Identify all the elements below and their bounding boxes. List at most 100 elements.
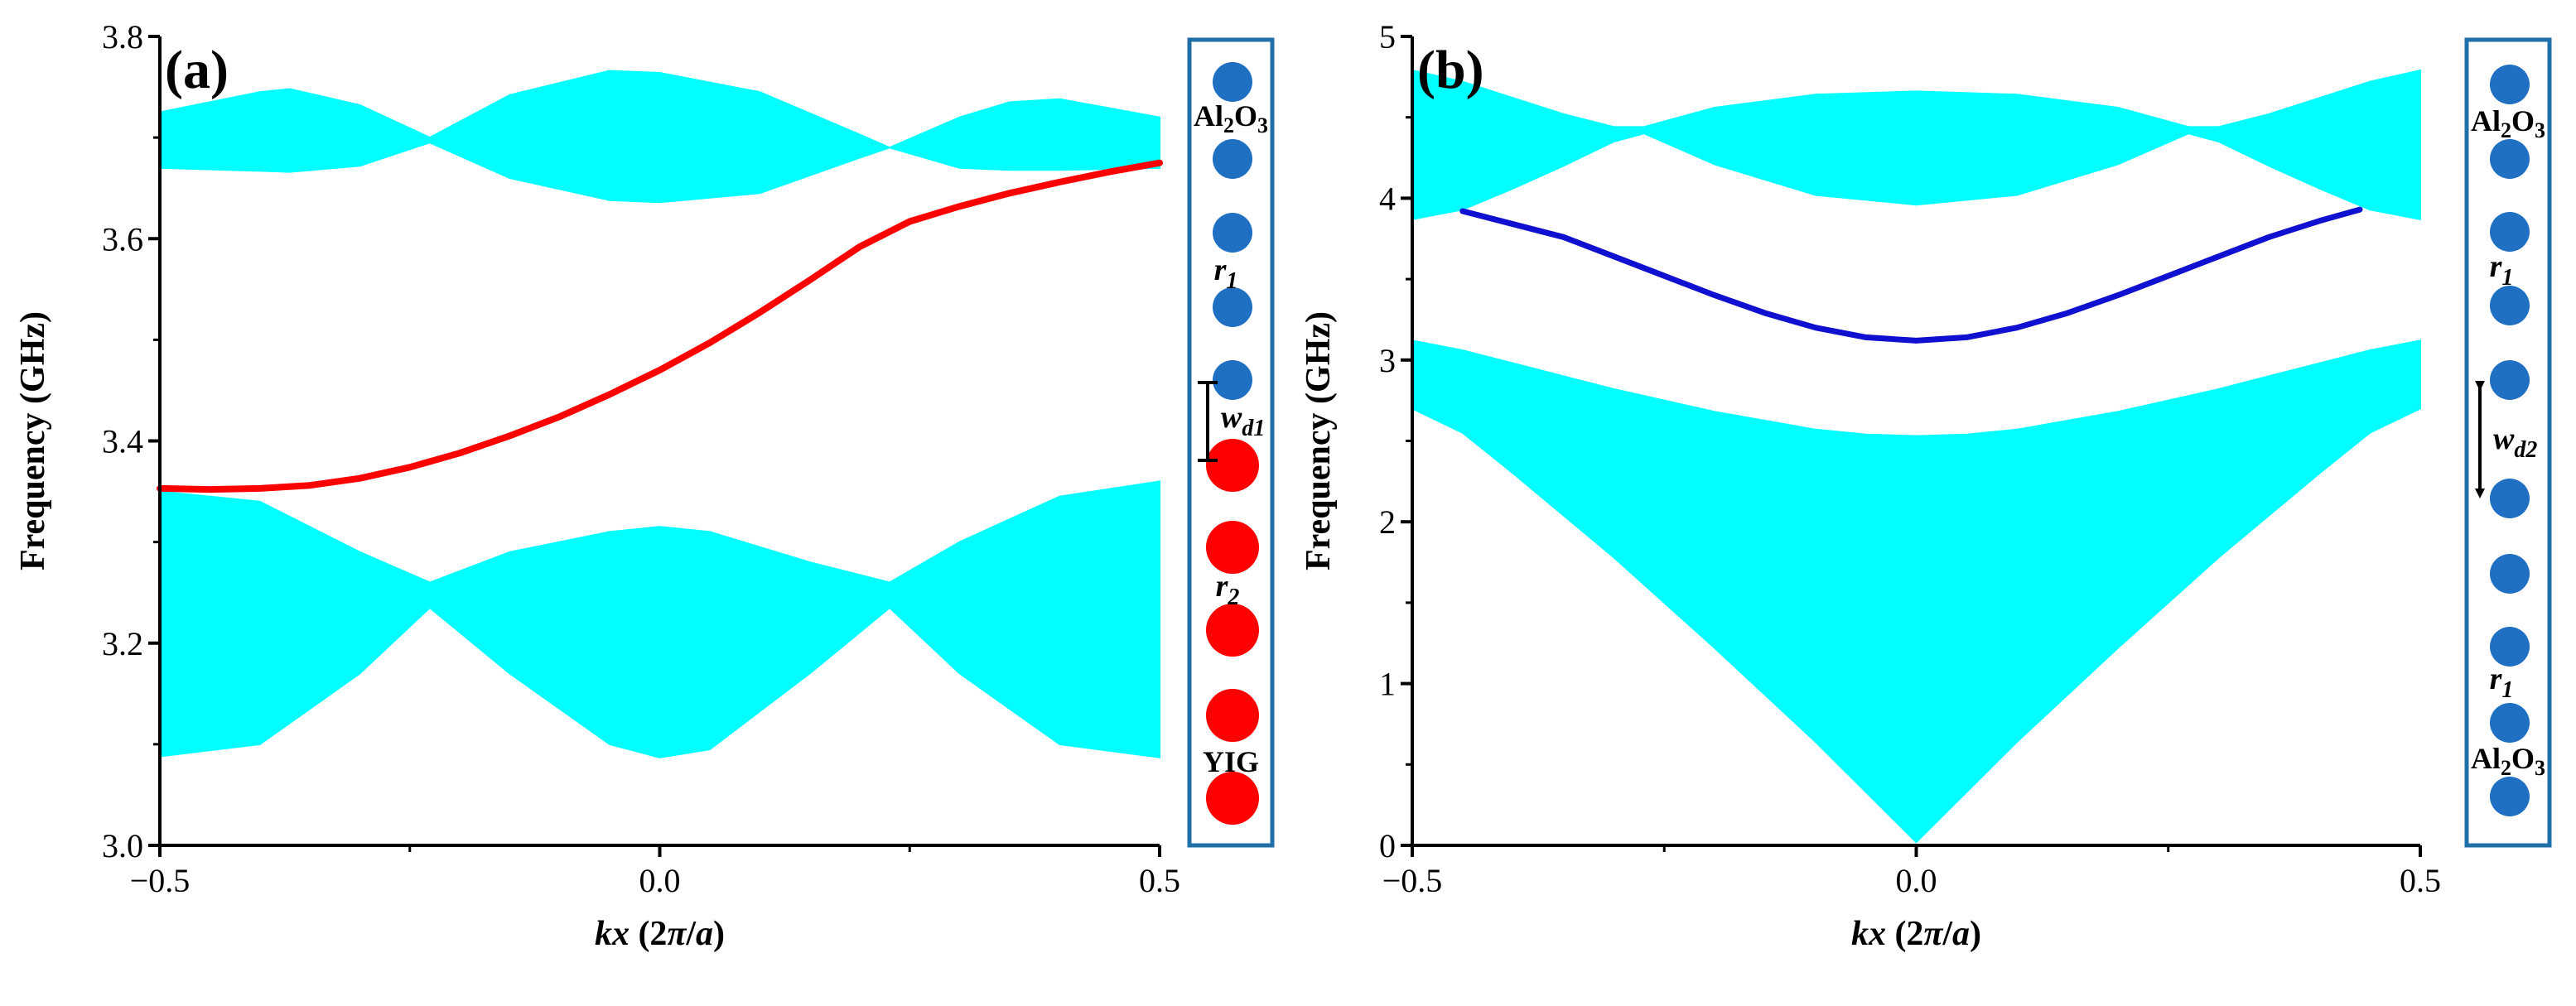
b-y-tick-label: 5 [1379, 18, 1396, 55]
inset-a-rod-yig [1206, 439, 1259, 492]
panel-b-bulk-bands [1411, 69, 2421, 844]
a-edge-state-line [157, 159, 1163, 493]
inset-a-r2-main: r [1216, 569, 1229, 604]
b-y-tick-label: 3 [1379, 342, 1396, 379]
a-x-tick-label: −0.5 [130, 862, 191, 899]
inset-a-w-label: wd1 [1221, 400, 1265, 441]
inset-b-material-top: Al2O3 [2471, 104, 2545, 142]
inset-a-rods [1206, 62, 1259, 825]
b-x-tick-label: 0.5 [2400, 862, 2441, 899]
panel-b-axes: −0.5 0.0 0.5 0 1 2 3 4 5 [1379, 18, 2441, 899]
a-band-lower [159, 480, 1160, 758]
inset-b-o2: O [2511, 742, 2535, 775]
inset-b-r1b-sub: 1 [2501, 677, 2513, 703]
b-edge-state-line [1459, 206, 2363, 344]
inset-b-rod-air [2490, 703, 2530, 743]
inset-a-rod-yig [1206, 772, 1259, 825]
inset-a-material-bottom: YIG [1203, 745, 1259, 778]
b-y-tick-label: 2 [1379, 503, 1396, 541]
inset-b-w-main: w [2493, 421, 2515, 456]
inset-b-r1-sub: 1 [2501, 265, 2513, 291]
x-label-mid: (2 [630, 915, 668, 953]
x-label-var: kx [1851, 915, 1886, 953]
x-label-pi: π [1923, 915, 1943, 953]
inset-b-o: O [2511, 104, 2535, 137]
b-x-tick-label: −0.5 [1382, 862, 1443, 899]
inset-b-rod-air [2490, 360, 2530, 400]
inset-a-r1-main: r [1214, 253, 1228, 287]
b-x-tick-label: 0.0 [1896, 862, 1937, 899]
inset-b-r1b-label: r1 [2490, 662, 2514, 703]
inset-a-rod-yig [1206, 604, 1259, 657]
panel-a-y-axis-label: Frequency (GHz) [14, 311, 52, 570]
panel-a-bulk-bands [159, 70, 1160, 758]
inset-b-rod-air [2490, 212, 2530, 252]
b-band-upper [1411, 69, 2421, 221]
panel-a-x-axis-label: kx (2π/a) [595, 915, 725, 953]
a-band-upper [159, 70, 1160, 204]
inset-b-rod-air [2490, 777, 2530, 816]
x-label-pi: π [667, 915, 687, 953]
inset-b-w-label: wd2 [2493, 421, 2537, 463]
a-y-tick-label: 3.0 [102, 827, 143, 864]
a-y-tick-label: 3.2 [102, 625, 143, 662]
inset-a-r1-label: r1 [1214, 253, 1238, 294]
a-y-tick-label: 3.6 [102, 220, 143, 258]
inset-b-rods [2490, 65, 2530, 816]
inset-a-al-sub: 2 [1223, 113, 1234, 137]
panel-b-edge-states [1459, 206, 2363, 344]
panel-a-axes: −0.5 0.0 0.5 3.0 3.2 3.4 3.6 3.8 [102, 18, 1180, 899]
inset-b-o-sub: 3 [2535, 118, 2545, 142]
inset-b-rod-air [2490, 627, 2530, 667]
inset-a-r2-label: r2 [1216, 569, 1240, 610]
inset-a-w-main: w [1221, 400, 1242, 435]
inset-b-r1-label: r1 [2490, 249, 2514, 291]
inset-a-w-sub: d1 [1242, 416, 1265, 441]
panel-a-edge-states [157, 159, 1163, 493]
inset-b-rod-air [2490, 65, 2530, 104]
inset-a-rod-air [1213, 360, 1252, 400]
a-x-tick-label: 0.0 [639, 862, 681, 899]
inset-a-r1-sub: 1 [1226, 268, 1237, 294]
a-y-tick-label: 3.8 [102, 18, 143, 55]
x-label-slash: / [1942, 915, 1953, 953]
x-label-var: kx [595, 915, 630, 953]
inset-a-o: O [1234, 99, 1257, 132]
inset-a-rod-air [1213, 213, 1252, 253]
inset-a-rod-air [1213, 287, 1252, 327]
inset-a-rod-yig [1206, 689, 1259, 742]
inset-b-al2-sub: 2 [2501, 756, 2511, 780]
inset-b-al-sub: 2 [2501, 118, 2511, 142]
panel-b-x-axis-label: kx (2π/a) [1851, 915, 1981, 953]
x-label-slash: / [685, 915, 697, 953]
inset-a-material-top: Al2O3 [1194, 99, 1268, 137]
inset-a-rod-yig [1206, 521, 1259, 574]
b-band-lower [1411, 339, 2421, 844]
a-y-tick-label: 3.4 [102, 423, 143, 460]
x-label-close: ) [1970, 915, 1981, 953]
panel-a-structure-inset: Al2O3 r1 wd1 r2 YIG [1187, 37, 1275, 848]
inset-a-o-sub: 3 [1257, 113, 1268, 137]
inset-b-rod-air [2490, 139, 2530, 179]
inset-b-frame [2464, 37, 2552, 848]
panel-a-label: (a) [165, 40, 229, 100]
inset-b-o2-sub: 3 [2535, 756, 2545, 780]
inset-b-r1b-main: r [2490, 662, 2503, 696]
inset-a-rod-air [1213, 139, 1252, 179]
inset-a-rod-air [1213, 62, 1252, 102]
x-label-mid: (2 [1886, 915, 1924, 953]
x-label-close: ) [713, 915, 725, 953]
inset-a-al: Al [1194, 99, 1223, 132]
inset-b-al2: Al [2471, 742, 2501, 775]
x-label-a: a [696, 915, 713, 953]
inset-b-r1-main: r [2490, 249, 2503, 284]
inset-b-rod-air [2490, 286, 2530, 325]
panel-b-label: (b) [1417, 40, 1484, 100]
panel-a-chart: −0.5 0.0 0.53.03.23.43.63.8 (a) kx (2π/a) … [14, 18, 1180, 953]
panel-b-chart: −0.5 0.0 0.5 0 1 2 3 4 5 (b) kx (2π/a) Frequency… [1300, 18, 2441, 953]
panel-b-y-axis-label: Frequency (GHz) [1300, 311, 1338, 570]
inset-b-al: Al [2471, 104, 2501, 137]
inset-a-r2-sub: 2 [1227, 585, 1239, 610]
panel-b-structure-inset: Al2O3 r1 wd2 r1 Al2O3 [2464, 37, 2552, 848]
